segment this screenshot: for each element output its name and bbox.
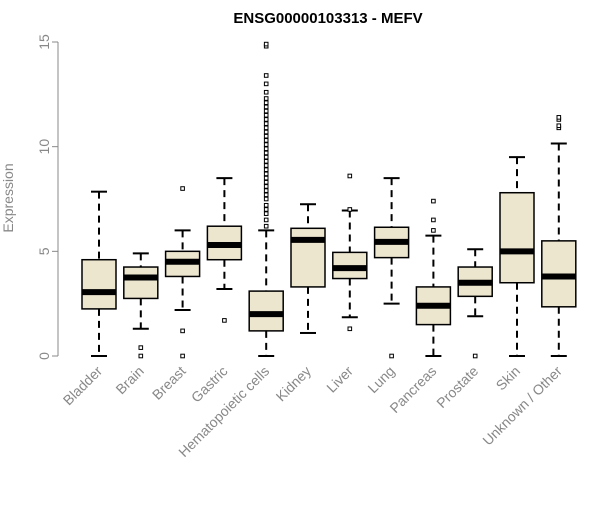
outlier-point xyxy=(263,146,269,152)
outlier-point xyxy=(472,353,478,359)
outlier-point xyxy=(389,353,394,359)
outlier-point xyxy=(263,41,269,47)
box-group xyxy=(164,186,201,359)
iqr-box xyxy=(123,266,159,300)
y-tick-label: 10 xyxy=(36,139,52,155)
outlier-point xyxy=(263,96,269,101)
outlier-point xyxy=(263,81,269,87)
category-label: Liver xyxy=(323,363,356,396)
box-group xyxy=(123,252,159,359)
category-label: Breast xyxy=(149,363,189,403)
outlier-point xyxy=(263,217,269,223)
outlier-point xyxy=(138,345,144,350)
outlier-point xyxy=(263,167,269,172)
category-label: Lung xyxy=(364,363,397,396)
outlier-point xyxy=(180,328,185,334)
outlier-point xyxy=(263,171,269,177)
box-group xyxy=(373,177,410,359)
outlier-point xyxy=(263,192,269,198)
axes: 0 5 10 15 xyxy=(36,34,59,360)
iqr-box xyxy=(248,290,284,332)
category-label: Kidney xyxy=(273,363,315,405)
box-group xyxy=(457,248,493,359)
outlier-point xyxy=(180,186,185,191)
box-group xyxy=(206,177,243,323)
category-label: Prostate xyxy=(433,363,481,411)
outlier-point xyxy=(263,211,269,216)
outlier-point xyxy=(263,179,269,185)
outlier-point xyxy=(263,117,269,122)
category-label: Skin xyxy=(493,363,524,394)
outlier-point xyxy=(263,154,269,160)
box-group xyxy=(248,41,284,357)
outlier-point xyxy=(263,163,269,168)
outlier-point xyxy=(263,121,269,126)
outlier-point xyxy=(556,115,562,120)
box-group xyxy=(499,156,535,357)
box-group xyxy=(290,203,326,334)
outlier-point xyxy=(263,184,269,189)
outlier-point xyxy=(263,196,269,202)
outlier-point xyxy=(347,207,353,212)
outlier-point xyxy=(263,133,269,139)
outlier-point xyxy=(263,108,269,114)
category-label: Brain xyxy=(112,363,146,397)
box-group xyxy=(541,115,577,357)
category-label: Unknown / Other xyxy=(479,363,565,449)
outlier-point xyxy=(263,125,269,131)
iqr-box xyxy=(499,191,535,284)
category-label: Bladder xyxy=(60,363,106,409)
outlier-point xyxy=(263,129,269,135)
outlier-point xyxy=(263,150,269,156)
outlier-point xyxy=(263,188,269,193)
iqr-box xyxy=(81,258,117,310)
box-group xyxy=(415,198,452,357)
outlier-point xyxy=(263,142,269,147)
outlier-point xyxy=(263,202,269,208)
outlier-point xyxy=(263,207,269,212)
y-tick-label: 15 xyxy=(36,34,52,50)
outlier-point xyxy=(347,173,353,179)
outlier-point xyxy=(263,104,269,110)
outlier-point xyxy=(347,326,353,332)
outlier-point xyxy=(556,123,562,129)
outlier-point xyxy=(138,353,144,359)
y-tick-label: 0 xyxy=(36,352,52,360)
outlier-point xyxy=(180,353,185,359)
outlier-point xyxy=(263,73,269,78)
outlier-point xyxy=(431,228,436,233)
outlier-point xyxy=(263,138,269,143)
chart-title: ENSG00000103313 - MEFV xyxy=(233,10,422,27)
outlier-point xyxy=(263,89,269,95)
y-axis-label: Expression xyxy=(0,163,16,232)
outlier-point xyxy=(263,112,269,118)
box-group xyxy=(81,190,117,357)
boxes xyxy=(81,41,577,359)
outlier-point xyxy=(263,159,269,164)
y-tick-label: 5 xyxy=(36,247,52,255)
outlier-point xyxy=(263,100,269,106)
outlier-point xyxy=(431,217,436,223)
outlier-point xyxy=(263,175,269,181)
outlier-point xyxy=(263,223,269,229)
box-group xyxy=(332,173,368,332)
outlier-point xyxy=(222,318,227,323)
outlier-point xyxy=(431,198,436,204)
